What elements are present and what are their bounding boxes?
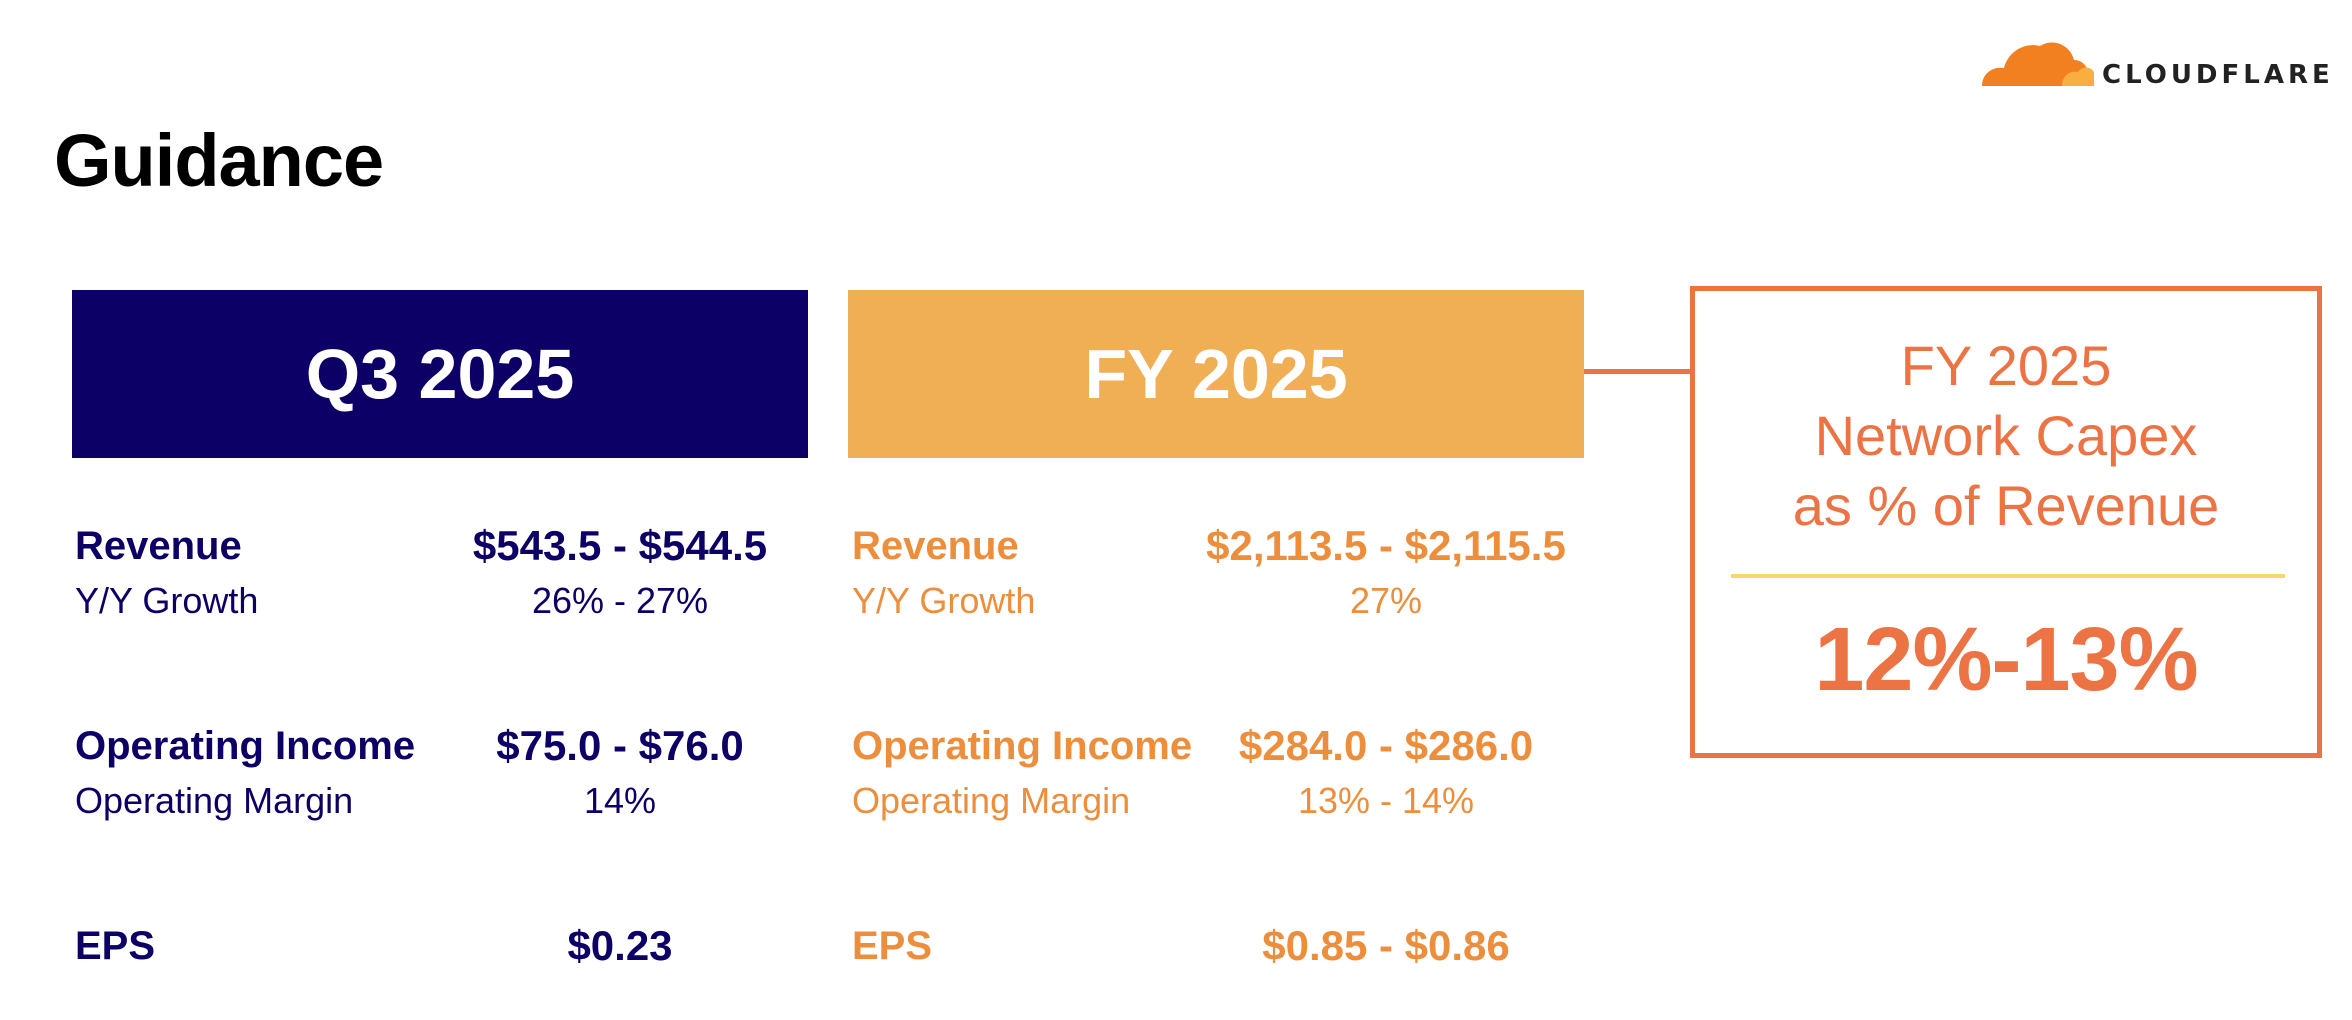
fy-revenue-label: Revenue	[852, 524, 1019, 568]
fy-yy-growth-label: Y/Y Growth	[852, 580, 1036, 621]
q3-yy-growth-label: Y/Y Growth	[75, 580, 259, 621]
q3-header-label: Q3 2025	[305, 335, 575, 413]
fy-eps-label: EPS	[852, 924, 933, 968]
q3-operating-margin-value: 14%	[583, 780, 657, 821]
q3-operating-income-value: $75.0 - $76.0	[496, 722, 744, 769]
q3-eps-label: EPS	[75, 924, 156, 968]
page-title: Guidance	[54, 119, 384, 202]
fy-yy-growth-value: 27%	[1349, 580, 1423, 621]
fy-revenue-value: $2,113.5 - $2,115.5	[1206, 522, 1566, 569]
fy-2025-header: FY 2025	[848, 290, 1584, 458]
capex-box: FY 2025 Network Capex as % of Revenue 12…	[1690, 286, 2322, 758]
q3-yy-growth-value: 26% - 27%	[531, 580, 709, 621]
capex-divider	[1731, 574, 2285, 578]
q3-operating-margin-label: Operating Margin	[75, 780, 354, 821]
cloud-icon	[1982, 42, 2094, 86]
capex-title-line-1: FY 2025	[1900, 334, 2112, 397]
q3-revenue-value: $543.5 - $544.5	[472, 522, 768, 569]
fy-operating-income-value: $284.0 - $286.0	[1238, 722, 1534, 769]
q3-revenue-label: Revenue	[75, 524, 242, 568]
capex-title-line-3: as % of Revenue	[1792, 474, 2220, 537]
capex-title-line-2: Network Capex	[1814, 404, 2198, 467]
cloudflare-logo: CLOUDFLARE	[1978, 30, 2334, 92]
fy-header-label: FY 2025	[1084, 335, 1348, 413]
capex-value: 12%-13%	[1814, 610, 2198, 710]
fy-operating-margin-label: Operating Margin	[852, 780, 1131, 821]
capex-title: FY 2025 Network Capex as % of Revenue	[1695, 331, 2317, 541]
fy-eps-value: $0.85 - $0.86	[1262, 922, 1510, 969]
q3-eps-value: $0.23	[567, 922, 673, 969]
fy-operating-margin-value: 13% - 14%	[1297, 780, 1475, 821]
fy-operating-income-label: Operating Income	[852, 724, 1193, 768]
connector-line	[1584, 369, 1690, 374]
q3-operating-income-label: Operating Income	[75, 724, 416, 768]
logo-wordmark: CLOUDFLARE	[2102, 60, 2334, 90]
q3-2025-header: Q3 2025	[72, 290, 808, 458]
